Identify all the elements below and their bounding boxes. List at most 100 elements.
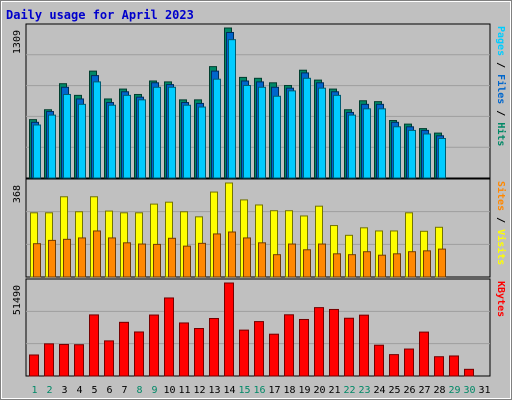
bar-sites-25: [393, 253, 401, 278]
bar-pages-9: [153, 86, 161, 179]
x-tick-label-28: 28: [433, 385, 445, 396]
legend-part: Hits: [495, 122, 507, 146]
bar-kbytes-14: [224, 282, 234, 377]
x-tick-label-24: 24: [373, 385, 385, 396]
x-tick-label-29: 29: [448, 385, 460, 396]
bar-pages-19: [303, 77, 311, 179]
bar-pages-25: [393, 126, 401, 179]
bar-pages-20: [318, 87, 326, 179]
bar-kbytes-8: [134, 331, 144, 377]
x-tick-label-16: 16: [253, 385, 265, 396]
bar-sites-23: [363, 251, 371, 278]
bar-sites-5: [93, 230, 101, 278]
bar-pages-10: [168, 86, 176, 179]
bar-kbytes-26: [404, 348, 414, 377]
bar-kbytes-24: [374, 344, 384, 377]
bar-kbytes-10: [164, 297, 174, 377]
x-tick-label-20: 20: [313, 385, 325, 396]
bar-kbytes-11: [179, 322, 189, 377]
x-tick-label-6: 6: [106, 385, 112, 396]
x-tick-label-14: 14: [223, 385, 235, 396]
bar-sites-9: [153, 243, 161, 278]
panel-top: 1309 Pages / Files / Hits: [12, 23, 507, 179]
x-tick-label-5: 5: [91, 385, 97, 396]
bar-sites-27: [423, 250, 431, 278]
bar-sites-8: [138, 243, 146, 278]
x-axis-labels: 1 2 3 4 5 6 7 8 9 10 11 12 13 14 15 16 17 18 19 20 21 22 23 24 2…: [31, 385, 490, 396]
bar-kbytes-19: [299, 318, 309, 377]
x-tick-label-26: 26: [403, 385, 415, 396]
panel-bottom: 51490 KBytes: [12, 278, 506, 377]
legend-part: Pages: [495, 26, 506, 56]
legend-part: /: [495, 56, 506, 74]
bar-sites-2: [48, 239, 56, 278]
bar-kbytes-17: [269, 333, 279, 377]
x-tick-label-13: 13: [208, 385, 220, 396]
x-tick-label-19: 19: [298, 385, 310, 396]
legend-bottom: KBytes: [495, 281, 506, 317]
bar-kbytes-21: [329, 308, 339, 377]
legend-part: /: [495, 104, 506, 122]
bar-kbytes-30: [464, 368, 474, 377]
legend-part: Sites: [495, 181, 507, 211]
bar-pages-21: [333, 94, 341, 179]
panel-middle: 368 Sites / Visits: [12, 178, 507, 278]
legend-top: Pages / Files / Hits: [495, 26, 507, 146]
bar-sites-21: [333, 253, 341, 278]
bar-pages-26: [408, 129, 416, 179]
bar-pages-3: [63, 93, 71, 179]
legend-part: Visits: [495, 229, 507, 265]
bar-sites-15: [243, 237, 251, 278]
bar-kbytes-13: [209, 317, 219, 377]
x-tick-label-22: 22: [343, 385, 355, 396]
bar-sites-26: [408, 251, 416, 278]
x-tick-label-9: 9: [151, 385, 157, 396]
bar-sites-28: [438, 248, 446, 278]
x-tick-label-11: 11: [178, 385, 190, 396]
bar-sites-10: [168, 237, 176, 278]
x-tick-label-1: 1: [31, 385, 37, 396]
bar-sites-11: [183, 245, 191, 278]
bar-pages-13: [213, 78, 221, 179]
bar-kbytes-27: [419, 331, 429, 377]
bar-kbytes-7: [119, 321, 129, 377]
legend-middle: Sites / Visits: [495, 181, 507, 265]
bar-sites-16: [258, 242, 266, 278]
bar-pages-2: [48, 114, 56, 179]
bar-sites-20: [318, 243, 326, 278]
bar-kbytes-2: [44, 343, 54, 377]
bar-sites-7: [123, 242, 131, 278]
bar-pages-8: [138, 99, 146, 179]
bar-pages-4: [78, 103, 86, 179]
bar-pages-14: [228, 39, 236, 179]
x-tick-label-7: 7: [121, 385, 127, 396]
bar-pages-1: [33, 124, 41, 179]
bar-kbytes-29: [449, 355, 459, 377]
bar-kbytes-22: [344, 317, 354, 377]
bar-kbytes-20: [314, 307, 324, 377]
bar-sites-12: [198, 242, 206, 278]
x-tick-label-21: 21: [328, 385, 340, 396]
x-tick-label-23: 23: [358, 385, 370, 396]
bar-pages-27: [423, 133, 431, 179]
bar-sites-24: [378, 254, 386, 278]
bar-pages-11: [183, 104, 191, 179]
bar-pages-23: [363, 108, 371, 179]
x-tick-label-3: 3: [61, 385, 67, 396]
x-tick-label-4: 4: [76, 385, 82, 396]
bar-kbytes-9: [149, 314, 159, 377]
bar-pages-18: [288, 90, 296, 179]
bar-kbytes-6: [104, 340, 114, 377]
bar-kbytes-12: [194, 328, 204, 377]
x-tick-label-25: 25: [388, 385, 400, 396]
bar-kbytes-15: [239, 329, 249, 377]
x-tick-label-18: 18: [283, 385, 295, 396]
bar-pages-17: [273, 95, 281, 179]
bar-pages-6: [108, 104, 116, 179]
bar-kbytes-4: [74, 344, 84, 377]
x-tick-label-15: 15: [238, 385, 250, 396]
bar-kbytes-18: [284, 314, 294, 377]
x-tick-label-8: 8: [136, 385, 142, 396]
bar-kbytes-16: [254, 321, 264, 377]
